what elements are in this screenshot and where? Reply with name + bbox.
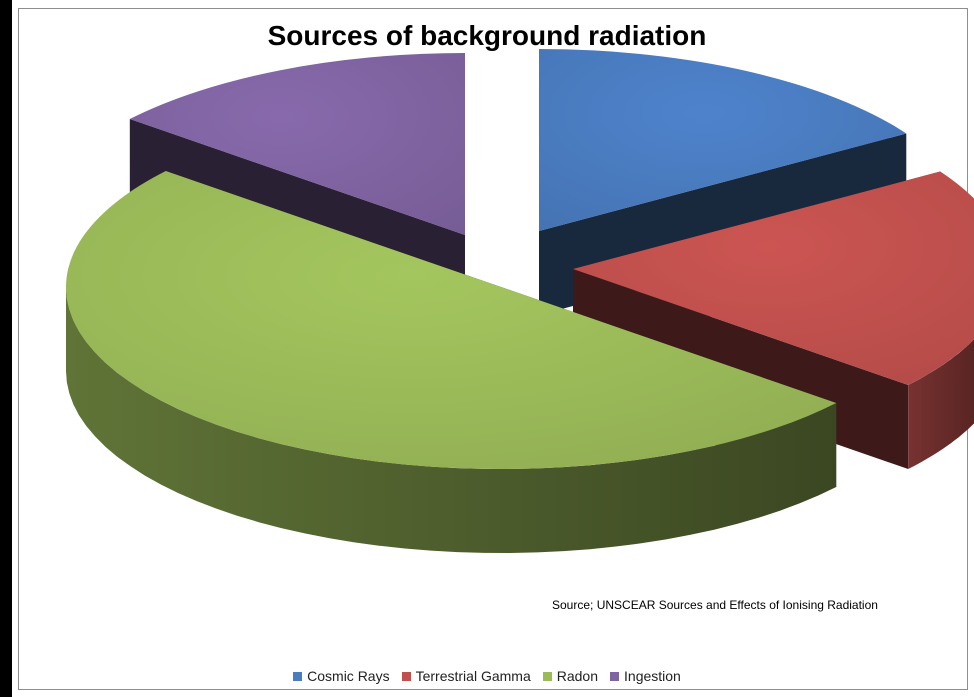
- legend-label: Ingestion: [624, 668, 681, 684]
- legend-swatch: [542, 672, 552, 681]
- legend-entry-terrestrial-gamma: Terrestrial Gamma: [401, 668, 531, 684]
- legend-swatch: [293, 672, 303, 681]
- legend: Cosmic Rays Terrestrial Gamma Radon Ingesti…: [0, 668, 974, 684]
- legend-swatch: [401, 672, 411, 681]
- chart-title: Sources of background radiation: [267, 20, 707, 51]
- legend-entry-cosmic-rays: Cosmic Rays: [293, 668, 390, 684]
- legend-label: Terrestrial Gamma: [415, 668, 531, 684]
- pie-slice-radon: [65, 170, 837, 553]
- legend-entry-radon: Radon: [542, 668, 599, 684]
- source-note: Source; UNSCEAR Sources and Effects of I…: [552, 598, 878, 612]
- legend-swatch: [610, 672, 620, 681]
- legend-label: Radon: [556, 668, 599, 684]
- legend-entry-ingestion: Ingestion: [610, 668, 681, 684]
- left-black-bar: [0, 0, 12, 697]
- legend-label: Cosmic Rays: [307, 668, 390, 684]
